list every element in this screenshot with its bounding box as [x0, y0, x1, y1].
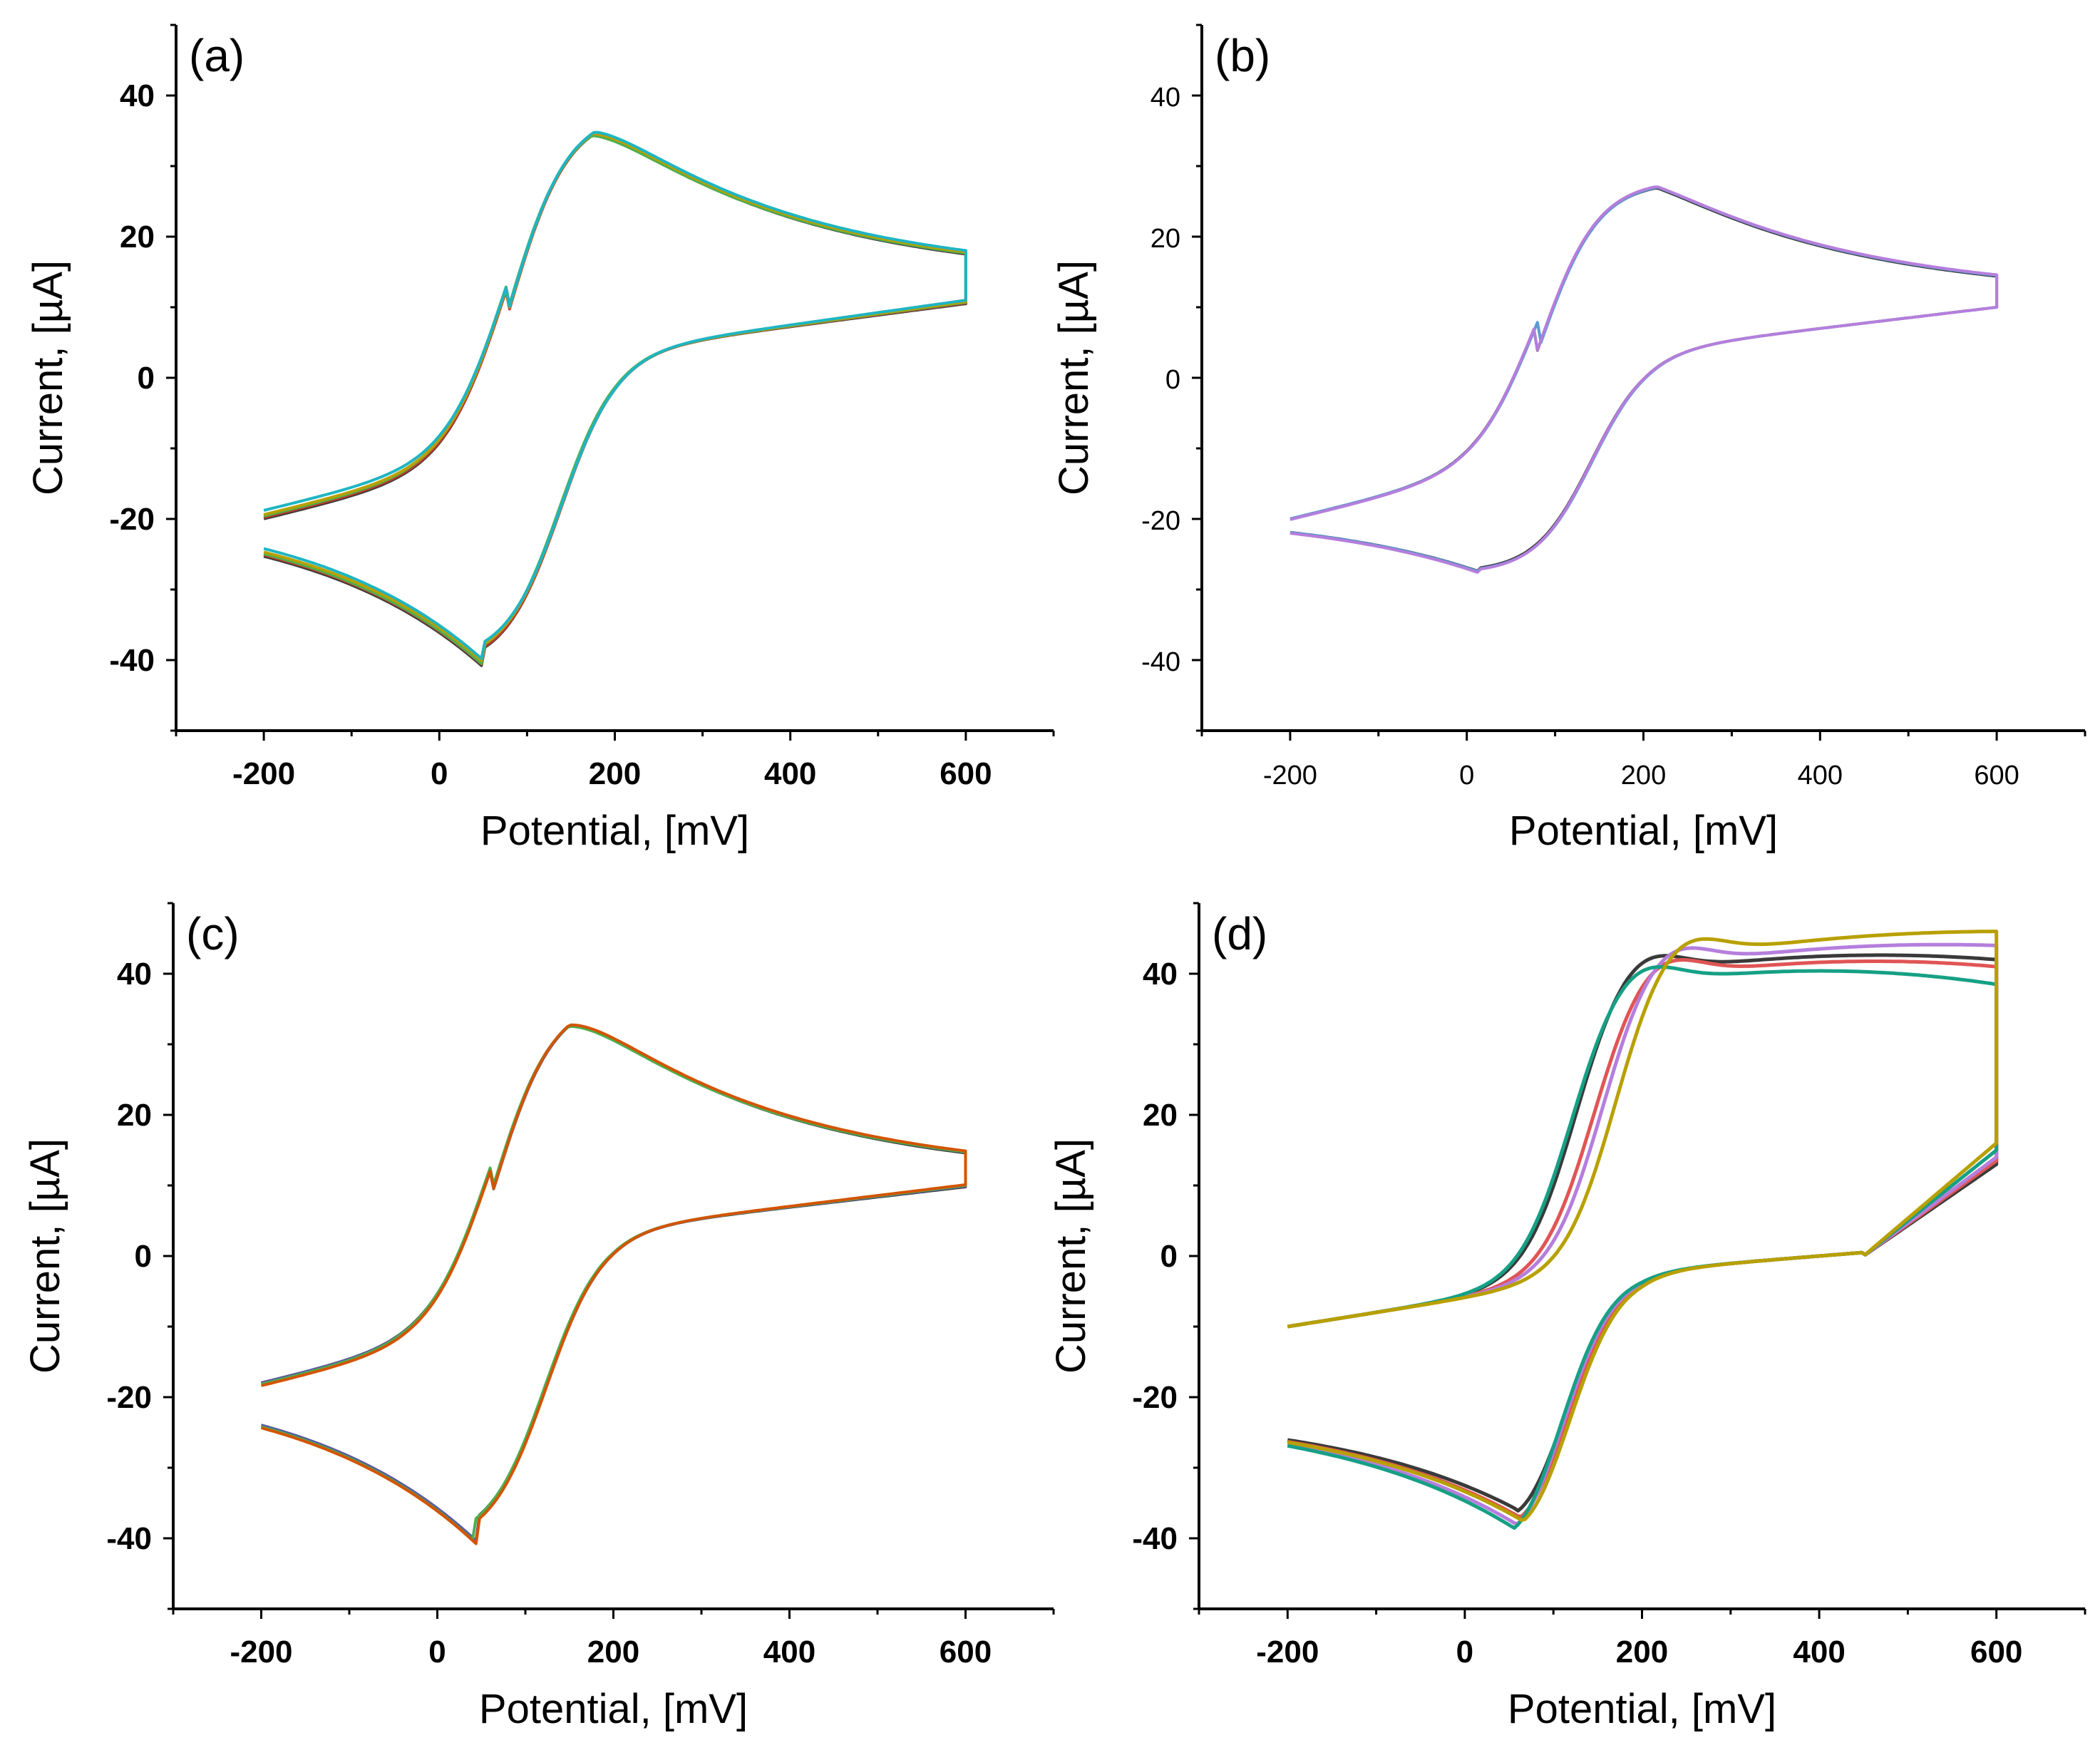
y-tick-label: 20: [1143, 1098, 1178, 1133]
y-tick-label: 0: [1160, 1239, 1178, 1274]
x-tick-label: 200: [589, 756, 641, 791]
x-tick-label: 200: [587, 1635, 639, 1669]
y-tick-label: 0: [1165, 365, 1180, 395]
x-tick-label: 0: [428, 1635, 446, 1669]
x-tick-label: 400: [1798, 761, 1843, 791]
y-tick-label: -40: [109, 643, 155, 678]
y-axis-label: Current, [µA]: [25, 260, 71, 495]
y-tick-label: 40: [120, 78, 155, 113]
y-tick-label: -20: [1132, 1380, 1178, 1415]
panel-label: (d): [1212, 908, 1267, 959]
y-axis-label: Current, [µA]: [1051, 260, 1097, 495]
y-tick-label: 40: [1151, 83, 1180, 113]
y-tick-label: -40: [1132, 1521, 1178, 1556]
x-axis-label: Potential, [mV]: [1509, 808, 1778, 854]
x-tick-label: 0: [431, 756, 448, 791]
y-tick-label: -20: [109, 502, 155, 537]
panel-label: (a): [189, 30, 245, 81]
x-tick-label: 600: [940, 756, 992, 791]
y-tick-label: -40: [1141, 647, 1180, 677]
x-tick-label: 0: [1459, 761, 1474, 791]
y-tick-label: -40: [106, 1521, 152, 1556]
x-tick-label: 200: [1616, 1635, 1668, 1669]
cv-curve-scan-3: [260, 1024, 967, 1542]
y-axis-label: Current, [µA]: [1048, 1138, 1094, 1374]
x-tick-label: 200: [1621, 761, 1666, 791]
cv-curve-scan-4: [260, 1023, 967, 1545]
y-tick-label: 20: [117, 1098, 152, 1133]
x-tick-label: 400: [763, 1635, 815, 1669]
y-tick-label: 0: [135, 1239, 152, 1274]
cv-curve-scan-5: [1287, 930, 1999, 1522]
x-tick-label: 600: [1970, 1635, 2022, 1669]
y-tick-label: 40: [1143, 957, 1178, 992]
x-tick-label: 400: [764, 756, 816, 791]
x-tick-label: -200: [1256, 1635, 1319, 1669]
x-tick-label: -200: [232, 756, 295, 791]
cv-curve-scan-3: [1290, 185, 1999, 574]
y-axis-label: Current, [µA]: [22, 1138, 68, 1374]
x-tick-label: 600: [940, 1635, 992, 1669]
x-tick-label: -200: [1263, 761, 1317, 791]
y-tick-label: 20: [1151, 224, 1180, 254]
x-axis-label: Potential, [mV]: [1508, 1686, 1776, 1732]
y-tick-label: 40: [117, 957, 152, 992]
y-tick-label: 0: [138, 361, 155, 396]
y-tick-label: -20: [1141, 506, 1180, 536]
y-tick-label: -20: [106, 1380, 152, 1415]
x-tick-label: 400: [1793, 1635, 1845, 1669]
cv-curve-scan-4: [1287, 964, 1999, 1530]
panel-label: (b): [1215, 30, 1270, 81]
cv-curve-scan-4: [263, 132, 967, 662]
y-tick-label: 20: [120, 220, 155, 254]
cv-curve-scan-5: [263, 130, 967, 660]
panel-label: (c): [186, 908, 240, 959]
x-axis-label: Potential, [mV]: [480, 808, 749, 854]
x-tick-label: -200: [230, 1635, 292, 1669]
x-tick-label: 600: [1974, 761, 2019, 791]
x-tick-label: 0: [1456, 1635, 1473, 1669]
cv-curve-scan-2: [260, 1023, 967, 1543]
x-axis-label: Potential, [mV]: [479, 1686, 748, 1732]
